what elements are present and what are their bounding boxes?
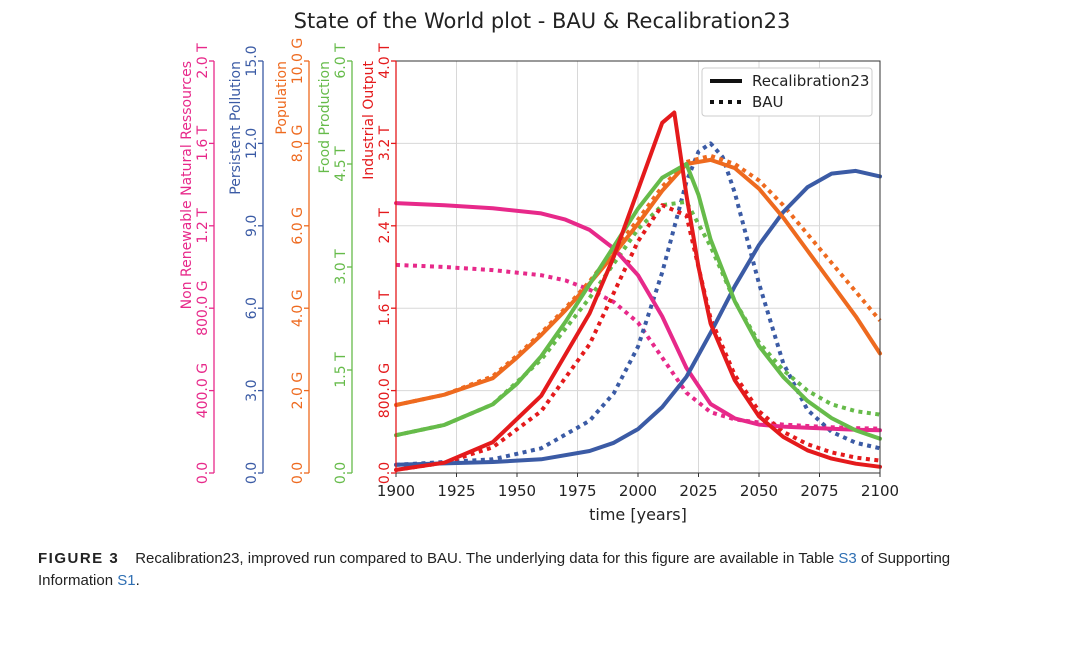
supporting-info-ref-link[interactable]: S1 [117, 572, 136, 589]
y-tick-label-food-1: 1.5 T [333, 352, 349, 388]
y-tick-label-pp-0: 0.0 [244, 462, 260, 484]
y-tick-label-nrr-0: 0.0 [195, 462, 211, 484]
y-tick-label-pop-1: 2.0 G [290, 372, 306, 410]
y-tick-label-nrr-4: 1.6 T [195, 125, 211, 161]
y-axis-label-nrr: Non Renewable Natural Ressources [179, 61, 195, 309]
y-tick-label-pop-3: 6.0 G [290, 207, 306, 245]
x-tick-label-1925: 1925 [437, 482, 475, 500]
series-nrr-recalibration23 [394, 201, 882, 433]
y-tick-label-pop-5: 10.0 G [290, 38, 306, 84]
x-tick-label-1950: 1950 [498, 482, 536, 500]
x-axis: 1900 1925 1950 1975 2000 2025 2050 2075 2100 time… [377, 473, 899, 524]
series-pp-bau [395, 141, 881, 467]
legend-box [701, 67, 873, 117]
y-tick-label-nrr-3: 1.2 T [195, 208, 211, 244]
x-tick-label-2075: 2075 [800, 482, 838, 500]
caption-text-after: . [135, 572, 140, 589]
y-axis-label-pop: Population [274, 61, 290, 135]
series-pop-recalibration23 [394, 157, 882, 407]
series-layer [394, 110, 882, 472]
y-tick-label-pp-2: 6.0 [244, 297, 260, 319]
y-tick-label-io-0: 0.0 [377, 462, 393, 484]
y-tick-label-pop-2: 4.0 G [290, 289, 306, 327]
legend-label-bau: BAU [752, 93, 784, 111]
x-axis-label: time [years] [589, 505, 687, 524]
series-io-recalibration23 [394, 110, 882, 472]
x-tick-label-2025: 2025 [679, 482, 717, 500]
y-tick-label-nrr-5: 2.0 T [195, 43, 211, 79]
series-pp-recalibration23 [394, 168, 882, 467]
y-tick-label-pp-1: 3.0 [244, 379, 260, 401]
y-tick-label-io-2: 1.6 T [377, 290, 393, 326]
legend-label-recalibration23: Recalibration23 [752, 72, 869, 90]
y-tick-label-io-3: 2.4 T [377, 208, 393, 244]
y-axis-label-pp: Persistent Pollution [228, 61, 244, 195]
caption-text-middle: of Supporting Information [38, 550, 951, 589]
grid-lines [395, 61, 881, 473]
y-tick-label-food-0: 0.0 [333, 462, 349, 484]
y-tick-label-io-4: 3.2 T [377, 125, 393, 161]
figure-caption: FIGURE 3 Recalibration23, improved run co… [38, 548, 1028, 592]
y-axis-label-io: Industrial Output [361, 60, 377, 179]
y-axis-label-food: Food Production [317, 61, 333, 174]
y-tick-label-nrr-1: 400.0 G [195, 363, 211, 418]
y-tick-label-io-1: 800.0 G [377, 363, 393, 418]
y-tick-label-food-2: 3.0 T [333, 249, 349, 285]
series-nrr-bau [395, 262, 881, 431]
chart-title: State of the World plot - BAU & Recalibr… [293, 9, 791, 33]
x-tick-label-2000: 2000 [619, 482, 657, 500]
y-tick-label-pp-3: 9.0 [244, 215, 260, 237]
y-tick-label-pp-4: 12.0 [244, 128, 260, 159]
x-tick-label-1900: 1900 [377, 482, 415, 500]
series-food-recalibration23 [394, 162, 882, 441]
legend: Recalibration23 BAU [701, 67, 873, 117]
y-axis-io: 0.0 800.0 G 1.6 T 2.4 T 3.2 T 4.0 TIndustrial… [361, 43, 397, 484]
y-tick-label-io-5: 4.0 T [377, 43, 393, 79]
y-tick-label-pop-4: 8.0 G [290, 125, 306, 163]
caption-label: FIGURE 3 [38, 550, 120, 567]
caption-text-before: Recalibration23, improved run compared t… [135, 550, 839, 567]
y-tick-label-nrr-2: 800.0 G [195, 281, 211, 336]
x-tick-label-1975: 1975 [558, 482, 596, 500]
y-tick-label-food-4: 6.0 T [333, 43, 349, 79]
table-ref-link[interactable]: S3 [838, 550, 857, 567]
y-tick-label-pop-0: 0.0 [290, 462, 306, 484]
y-tick-label-pp-5: 15.0 [244, 45, 260, 76]
x-tick-label-2050: 2050 [740, 482, 778, 500]
state-of-world-chart: 1900 1925 1950 1975 2000 2025 2050 2075 2100 time… [179, 38, 899, 524]
x-tick-label-2100: 2100 [861, 482, 899, 500]
y-tick-label-food-3: 4.5 T [333, 146, 349, 182]
